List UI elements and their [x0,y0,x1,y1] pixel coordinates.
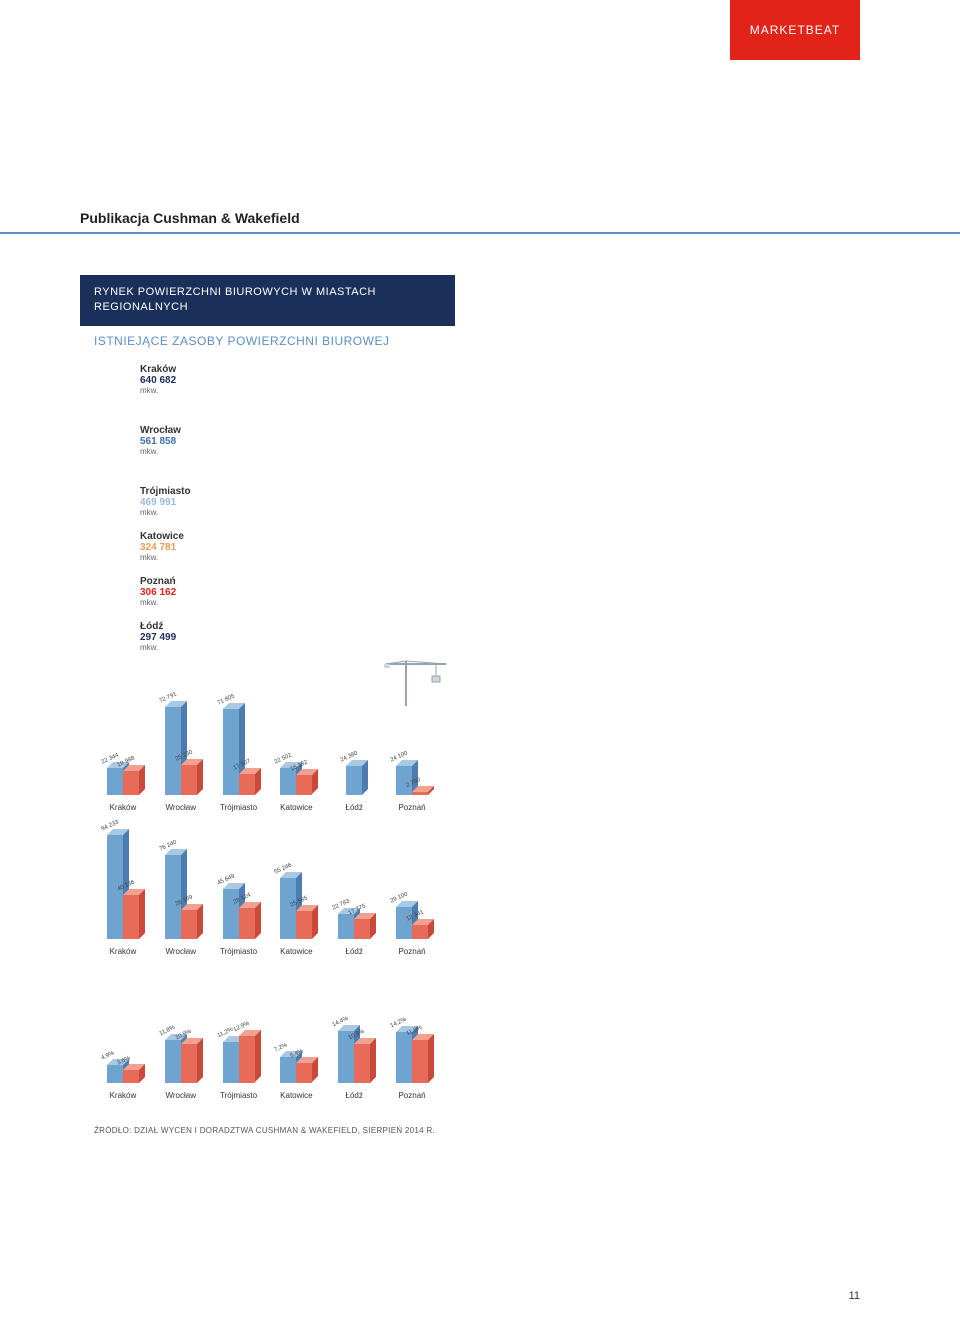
city-label: Kraków [110,1091,137,1100]
chart-column: 76 24026 369Wrocław [155,855,207,956]
stock-unit: mkw. [140,386,441,395]
city-label: Kraków [110,947,137,956]
stock-value: 306 162 [140,587,441,598]
chart-column: 22 78317 775Łódź [328,914,380,956]
panel-header: RYNEK POWIERZCHNI BIUROWYCH W MIASTACH R… [80,275,455,326]
city-label: Katowice [280,1091,312,1100]
chart-column: 55 24625 585Katowice [270,878,322,956]
city-label: Poznań [398,947,425,956]
city-label: Katowice [280,803,312,812]
chart-column: 4,9%3,6%Kraków [97,1065,149,1100]
stock-unit: mkw. [140,508,441,517]
stock-value: 640 682 [140,375,441,386]
stock-name: Łódź [140,621,441,632]
stock-unit: mkw. [140,598,441,607]
panel-header-l2: REGIONALNYCH [94,300,441,315]
stock-unit: mkw. [140,643,441,652]
city-label: Łódź [346,947,363,956]
chart-column: 11,8%10,9%Wrocław [155,1040,207,1099]
chart-column: 24 1002 700Poznań [386,766,438,812]
marketbeat-badge: MARKETBEAT [730,0,860,60]
stock-name: Kraków [140,364,441,375]
stock-value: 324 781 [140,542,441,553]
panel-subheader: ISTNIEJĄCE ZASOBY POWIERZCHNI BIUROWEJ [80,326,455,354]
stock-item: Wrocław561 858mkw. [140,425,441,456]
source-line: ŹRÓDŁO: DZIAŁ WYCEN I DORADZTWA CUSHMAN … [80,1118,455,1145]
stock-name: Katowice [140,531,441,542]
city-label: Wrocław [165,803,196,812]
city-label: Poznań [398,803,425,812]
crane-icon [381,656,451,711]
chart-column: 14,4%10,8%Łódź [328,1031,380,1100]
city-label: Trójmiasto [220,947,257,956]
horizontal-rule [0,232,960,234]
stock-item: Kraków640 682mkw. [140,364,441,395]
chart-column: 7,2%5,4%Katowice [270,1057,322,1100]
stock-item: Łódź297 499mkw. [140,621,441,652]
chart-column: 94 23340 136Kraków [97,835,149,956]
main-panel: RYNEK POWIERZCHNI BIUROWYCH W MIASTACH R… [80,275,455,1145]
city-label: Trójmiasto [220,803,257,812]
chart-column: 11,2%12,9%Trójmiasto [213,1036,265,1099]
publication-title: Publikacja Cushman & Wakefield [80,210,300,226]
chart-3: 4,9%3,6%Kraków11,8%10,9%Wrocław11,2%12,9… [80,974,455,1118]
city-label: Katowice [280,947,312,956]
stock-unit: mkw. [140,447,441,456]
chart-column: 71 80517 507Trójmiasto [213,709,265,812]
chart-column: 29 10012 341Poznań [386,907,438,956]
chart-1: 22 34419 988Kraków72 79125 230Wrocław71 … [80,686,455,830]
stock-value: 469 991 [140,497,441,508]
chart-2: 94 23340 136Kraków76 24026 369Wrocław45 … [80,830,455,974]
chart-column: 14,2%11,9%Poznań [386,1032,438,1100]
chart-column: 24 380Łódź [328,766,380,812]
stock-item: Trójmiasto469 991mkw. [140,486,441,517]
stock-value: 297 499 [140,632,441,643]
chart-column: 45 64928 124Trójmiasto [213,889,265,956]
panel-header-l1: RYNEK POWIERZCHNI BIUROWYCH W MIASTACH [94,285,441,300]
page-number: 11 [849,1290,860,1302]
stock-name: Trójmiasto [140,486,441,497]
chart-column: 22 34419 988Kraków [97,768,149,812]
stock-name: Wrocław [140,425,441,436]
stock-value: 561 858 [140,436,441,447]
city-label: Kraków [110,803,137,812]
city-label: Łódź [346,803,363,812]
stock-list: Kraków640 682mkw.Wrocław561 858mkw.Trójm… [80,354,455,686]
stock-item: Katowice324 781mkw. [140,531,441,562]
chart-column: 22 50216 182Katowice [270,768,322,812]
chart-column: 72 79125 230Wrocław [155,707,207,811]
stock-unit: mkw. [140,553,441,562]
city-label: Wrocław [165,1091,196,1100]
city-label: Trójmiasto [220,1091,257,1100]
stock-item: Poznań306 162mkw. [140,576,441,607]
city-label: Poznań [398,1091,425,1100]
city-label: Wrocław [165,947,196,956]
stock-name: Poznań [140,576,441,587]
city-label: Łódź [346,1091,363,1100]
